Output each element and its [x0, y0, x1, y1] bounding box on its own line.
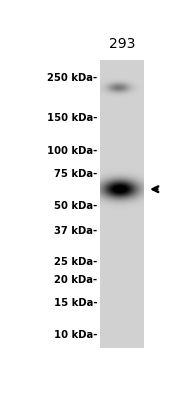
- Text: 15 kDa-: 15 kDa-: [54, 298, 97, 308]
- Text: 150 kDa-: 150 kDa-: [47, 114, 97, 124]
- Bar: [100, 60, 144, 348]
- Text: 10 kDa-: 10 kDa-: [54, 330, 97, 340]
- Text: 75 kDa-: 75 kDa-: [54, 169, 97, 179]
- Text: 20 kDa-: 20 kDa-: [54, 275, 97, 285]
- Text: 100 kDa-: 100 kDa-: [47, 146, 97, 156]
- Text: 293: 293: [109, 37, 135, 51]
- Text: 250 kDa-: 250 kDa-: [47, 72, 97, 82]
- Text: 37 kDa-: 37 kDa-: [54, 226, 97, 236]
- Text: 25 kDa-: 25 kDa-: [54, 257, 97, 267]
- Text: 50 kDa-: 50 kDa-: [54, 202, 97, 212]
